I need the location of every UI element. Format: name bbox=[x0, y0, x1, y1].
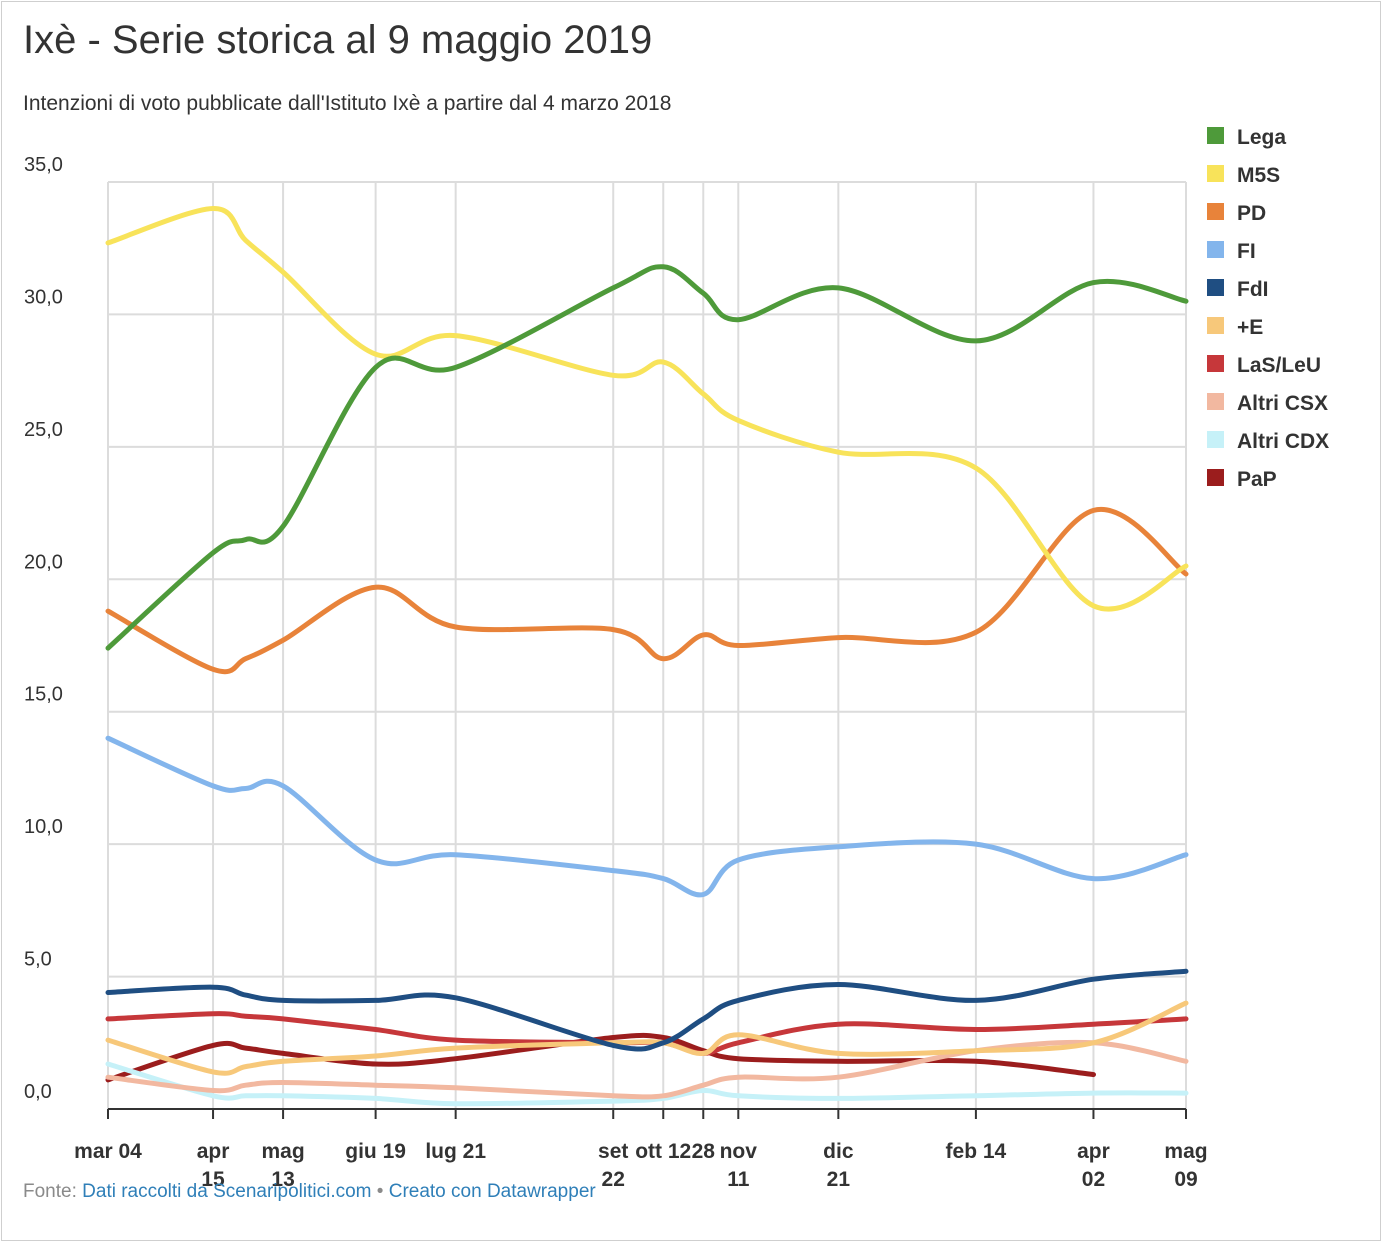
x-tick-label: 15 bbox=[201, 1168, 225, 1191]
source-label: Fonte: bbox=[23, 1181, 77, 1202]
legend-label-las-leu: LaS/LeU bbox=[1237, 354, 1321, 377]
x-tick-label: feb 14 bbox=[946, 1140, 1007, 1163]
legend-swatch-pap bbox=[1207, 469, 1224, 486]
legend-swatch-pd bbox=[1207, 203, 1224, 220]
x-tick-label: 11 bbox=[727, 1168, 750, 1191]
legend-label-pap: PaP bbox=[1237, 468, 1277, 491]
series-line-lega bbox=[105, 264, 1189, 651]
series-line-pap bbox=[105, 1032, 1096, 1083]
x-tick-label: nov bbox=[720, 1140, 758, 1163]
legend-swatch-e bbox=[1207, 317, 1224, 334]
y-tick-label: 5,0 bbox=[24, 949, 52, 971]
footer-separator: • bbox=[376, 1181, 384, 1202]
legend-label-altri-cdx: Altri CDX bbox=[1237, 430, 1329, 453]
series-line-m5s bbox=[105, 205, 1189, 612]
legend: Lega M5S PD FI FdI +E LaS/LeU Altri CSX Altri CD… bbox=[1207, 126, 1329, 491]
x-tick-label: mar 04 bbox=[74, 1140, 142, 1163]
legend-swatch-fdi bbox=[1207, 279, 1224, 296]
series-line-altri-cdx bbox=[105, 1061, 1189, 1107]
legend-label-fi: FI bbox=[1237, 240, 1256, 263]
legend-swatch-altri-csx bbox=[1207, 393, 1224, 410]
x-tick-label: dic bbox=[823, 1140, 854, 1163]
credit-link[interactable]: Creato con Datawrapper bbox=[388, 1181, 596, 1202]
x-tick-label: giu 19 bbox=[345, 1140, 406, 1163]
y-tick-label: 15,0 bbox=[24, 684, 63, 706]
x-tick-label: 21 bbox=[827, 1168, 851, 1191]
series-lines bbox=[105, 205, 1189, 1107]
y-tick-label: 20,0 bbox=[24, 551, 63, 573]
legend-label-lega: Lega bbox=[1237, 126, 1286, 149]
series-line-pd bbox=[105, 506, 1189, 675]
chart-title: Ixè - Serie storica al 9 maggio 2019 bbox=[23, 18, 653, 62]
series-line-fdi bbox=[105, 968, 1189, 1052]
x-tick-label: apr bbox=[1077, 1140, 1110, 1163]
y-tick-label: 10,0 bbox=[24, 816, 63, 838]
y-axis: 0,0 5,0 10,0 15,0 20,0 25,0 30,0 35,0 bbox=[24, 154, 63, 1103]
legend-label-fdi: FdI bbox=[1237, 278, 1269, 301]
x-tick-label: mag bbox=[1164, 1140, 1207, 1163]
x-tick-label: 09 bbox=[1174, 1168, 1197, 1191]
legend-label-altri-csx: Altri CSX bbox=[1237, 392, 1328, 415]
x-tick-label: ott 12 bbox=[635, 1140, 691, 1163]
y-tick-label: 30,0 bbox=[24, 286, 63, 308]
legend-swatch-lega bbox=[1207, 127, 1224, 144]
x-tick-label: mag bbox=[261, 1140, 304, 1163]
y-tick-label: 25,0 bbox=[24, 419, 63, 441]
footer: Fonte: Dati raccolti da Scenaripolitici.… bbox=[23, 1181, 596, 1203]
legend-swatch-las-leu bbox=[1207, 355, 1224, 372]
x-tick-label: 02 bbox=[1082, 1168, 1105, 1191]
y-tick-label: 35,0 bbox=[24, 154, 63, 176]
x-tick-label: 13 bbox=[271, 1168, 294, 1191]
legend-label-m5s: M5S bbox=[1237, 164, 1280, 187]
series-line-e bbox=[105, 1000, 1189, 1076]
x-tick-label: lug 21 bbox=[425, 1140, 486, 1163]
legend-swatch-m5s bbox=[1207, 165, 1224, 182]
series-line-fi bbox=[105, 735, 1189, 898]
x-tick-label: set bbox=[598, 1140, 628, 1163]
legend-swatch-fi bbox=[1207, 241, 1224, 258]
legend-label-pd: PD bbox=[1237, 202, 1266, 225]
y-tick-label: 0,0 bbox=[24, 1081, 52, 1103]
legend-swatch-altri-cdx bbox=[1207, 431, 1224, 448]
x-tick-label: 22 bbox=[602, 1168, 625, 1191]
legend-label-e: +E bbox=[1237, 316, 1263, 339]
source-link[interactable]: Dati raccolti da Scenaripolitici.com bbox=[82, 1181, 372, 1202]
x-tick-label: 28 bbox=[692, 1140, 716, 1163]
chart-subtitle: Intenzioni di voto pubblicate dall'Istit… bbox=[23, 92, 672, 115]
x-tick-label: apr bbox=[197, 1140, 230, 1163]
